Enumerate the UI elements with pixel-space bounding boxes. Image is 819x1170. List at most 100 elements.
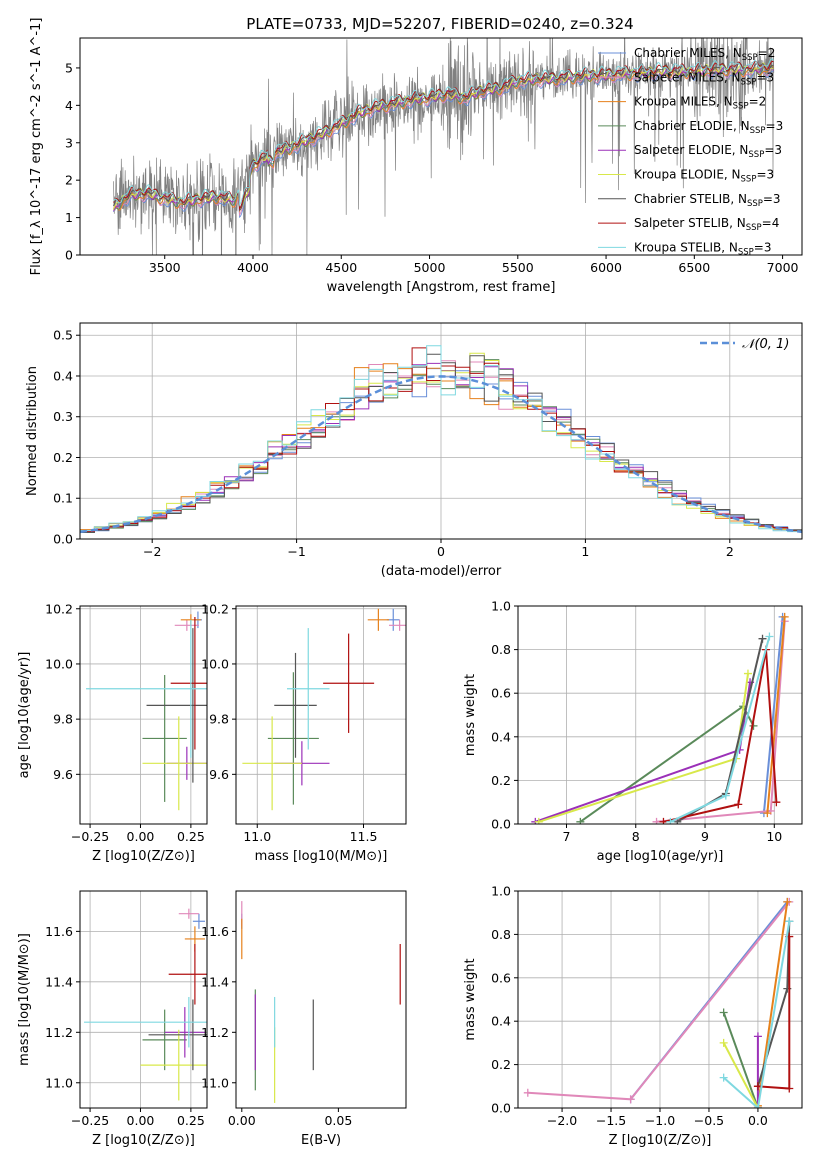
x-tick-label: 10 bbox=[766, 829, 782, 844]
mass-weight-line bbox=[722, 1042, 759, 1108]
x-tick-label: 1 bbox=[581, 544, 589, 559]
mass-weight-vs-age-panel: 7 8 9 10 0.0 0.2 0.4 0.6 0.8 1.0 age [log10(age/yr… bbox=[463, 599, 803, 864]
mass-weight-point bbox=[753, 1032, 762, 1041]
mass-weight-point bbox=[785, 917, 794, 926]
mass-weight-line bbox=[534, 682, 751, 823]
y-axis-label: mass weight bbox=[463, 958, 478, 1040]
y-tick-label: 0.2 bbox=[53, 450, 73, 465]
y-tick-label: 4 bbox=[65, 98, 73, 113]
x-tick-label: −1 bbox=[287, 544, 305, 559]
mass-weight-line bbox=[766, 616, 786, 814]
mass-vs-ebv-panel: 0.00 0.05 11.0 11.2 11.4 11.6 E(B-V) bbox=[201, 890, 407, 1148]
y-tick-label: 11.4 bbox=[201, 974, 229, 989]
model-spectrum-line bbox=[113, 65, 774, 211]
y-tick-label: 11.6 bbox=[45, 924, 73, 939]
mass-weight-point bbox=[785, 1084, 794, 1093]
mass-weight-line bbox=[722, 1012, 759, 1108]
model-spectrum-line bbox=[113, 58, 774, 207]
y-axis-label: Flux [f_λ 10^-17 erg cm^-2 s^-1 A^-1] bbox=[29, 18, 44, 276]
y-tick-label: 9.8 bbox=[53, 712, 73, 727]
y-tick-label: 0.4 bbox=[491, 729, 511, 744]
mass-weight-point bbox=[534, 817, 543, 824]
y-tick-label: 9.6 bbox=[53, 767, 73, 782]
y-tick-label: 11.4 bbox=[45, 974, 73, 989]
x-tick-label: −1.5 bbox=[596, 1113, 626, 1128]
x-tick-label: 0.00 bbox=[228, 1113, 256, 1128]
legend-entry: Chabrier MILES, NSSP=2 bbox=[634, 46, 775, 63]
mass-weight-point bbox=[721, 791, 730, 800]
mass-weight-point bbox=[758, 634, 767, 643]
legend-entry: Salpeter STELIB, NSSP=4 bbox=[634, 216, 779, 233]
x-tick-label: 11.5 bbox=[350, 829, 378, 844]
x-tick-label: 6500 bbox=[678, 260, 710, 275]
x-tick-label: 11.0 bbox=[243, 829, 271, 844]
y-tick-label: 1 bbox=[65, 210, 73, 225]
grid bbox=[80, 606, 207, 824]
y-tick-label: 11.6 bbox=[201, 924, 229, 939]
mass-weight-point bbox=[719, 1008, 728, 1017]
mass-weight-point bbox=[763, 809, 772, 818]
x-tick-label: −0.25 bbox=[71, 1113, 109, 1128]
axis-frame bbox=[235, 890, 407, 1109]
legend-entry: Chabrier ELODIE, NSSP=3 bbox=[634, 119, 783, 136]
axis-frame bbox=[235, 605, 407, 825]
mass-weight-point bbox=[659, 817, 668, 824]
y-tick-label: 0.0 bbox=[491, 817, 511, 832]
y-tick-label: 2 bbox=[65, 173, 73, 188]
legend-entry: Kroupa STELIB, NSSP=3 bbox=[634, 240, 772, 257]
y-tick-label: 0.3 bbox=[53, 409, 73, 424]
y-tick-label: 9.6 bbox=[209, 767, 229, 782]
x-axis-label: (data-model)/error bbox=[381, 564, 502, 579]
spectrum-legend: Chabrier MILES, NSSP=2 Salpeter MILES, NS… bbox=[598, 46, 783, 257]
mass-weight-vs-metallicity-panel: −2.0 −1.5 −1.0 −0.5 0.0 0.0 0.2 0.4 0.6 0.8 1.0 Z [… bbox=[463, 884, 803, 1148]
mass-weight-line bbox=[676, 638, 764, 823]
mass-vs-metallicity-panel: −0.25 0.00 0.25 11.0 11.2 11.4 11.6 Z [log10(Z/… bbox=[17, 890, 208, 1148]
axis-frame bbox=[517, 605, 803, 825]
y-tick-label: 0.6 bbox=[491, 686, 511, 701]
mass-weight-point bbox=[576, 817, 585, 824]
y-tick-label: 9.8 bbox=[209, 712, 229, 727]
x-tick-label: 0 bbox=[437, 544, 445, 559]
model-spectrum-line bbox=[113, 60, 774, 211]
residual-histogram-panel: −2 −1 0 1 2 0.0 0.1 0.2 0.3 0.4 0.5 (data-model)/er… bbox=[25, 322, 803, 579]
y-tick-label: 10.2 bbox=[45, 601, 73, 616]
legend-entry: Chabrier STELIB, NSSP=3 bbox=[634, 192, 781, 209]
y-tick-label: 0.2 bbox=[491, 773, 511, 788]
mass-weight-point bbox=[626, 1095, 635, 1104]
x-tick-label: −0.5 bbox=[694, 1113, 724, 1128]
mass-weight-line bbox=[527, 901, 791, 1101]
x-tick-label: 7 bbox=[563, 829, 571, 844]
x-tick-label: 2 bbox=[726, 544, 734, 559]
x-tick-label: −2 bbox=[143, 544, 161, 559]
x-axis-label: wavelength [Angstrom, rest frame] bbox=[327, 280, 556, 295]
y-tick-label: 1.0 bbox=[491, 884, 511, 899]
y-tick-label: 11.0 bbox=[45, 1075, 73, 1090]
x-axis-label: Z [log10(Z/Z⊙)] bbox=[92, 849, 195, 864]
mass-weight-point bbox=[772, 798, 781, 807]
x-tick-label: 8 bbox=[632, 829, 640, 844]
x-tick-label: 4500 bbox=[325, 260, 357, 275]
y-tick-label: 0.0 bbox=[53, 532, 73, 547]
axis-frame bbox=[79, 605, 208, 825]
x-tick-label: 3500 bbox=[149, 260, 181, 275]
x-axis-label: mass [log10(M/M⊙)] bbox=[255, 849, 388, 864]
mass-weight-point bbox=[652, 817, 661, 824]
y-tick-label: 11.2 bbox=[45, 1025, 73, 1040]
y-tick-label: 0.2 bbox=[491, 1057, 511, 1072]
mass-weight-point bbox=[783, 897, 792, 906]
spectrum-panel: 3500 4000 4500 5000 5500 6000 6500 7000 0 1 2 3 4 5 wa… bbox=[29, 18, 803, 295]
figure-title: PLATE=0733, MJD=52207, FIBERID=0240, z=0… bbox=[246, 15, 633, 33]
grid bbox=[518, 890, 802, 1109]
normal-distribution-curve bbox=[80, 375, 802, 534]
mass-weight-line bbox=[723, 921, 791, 1108]
y-tick-label: 5 bbox=[65, 60, 73, 75]
x-tick-label: −1.0 bbox=[645, 1113, 675, 1128]
model-spectrum-line bbox=[113, 66, 774, 217]
x-tick-label: 7000 bbox=[767, 260, 799, 275]
x-tick-label: 9 bbox=[701, 829, 709, 844]
x-axis-label: age [log10(age/yr)] bbox=[597, 849, 724, 864]
age-vs-metallicity-panel: −0.25 0.00 0.25 9.6 9.8 10.0 10.2 Z [log10(Z/Z⊙… bbox=[17, 601, 208, 864]
x-tick-label: −0.25 bbox=[71, 829, 109, 844]
y-tick-label: 0.6 bbox=[491, 970, 511, 985]
y-tick-label: 0.0 bbox=[491, 1101, 511, 1116]
